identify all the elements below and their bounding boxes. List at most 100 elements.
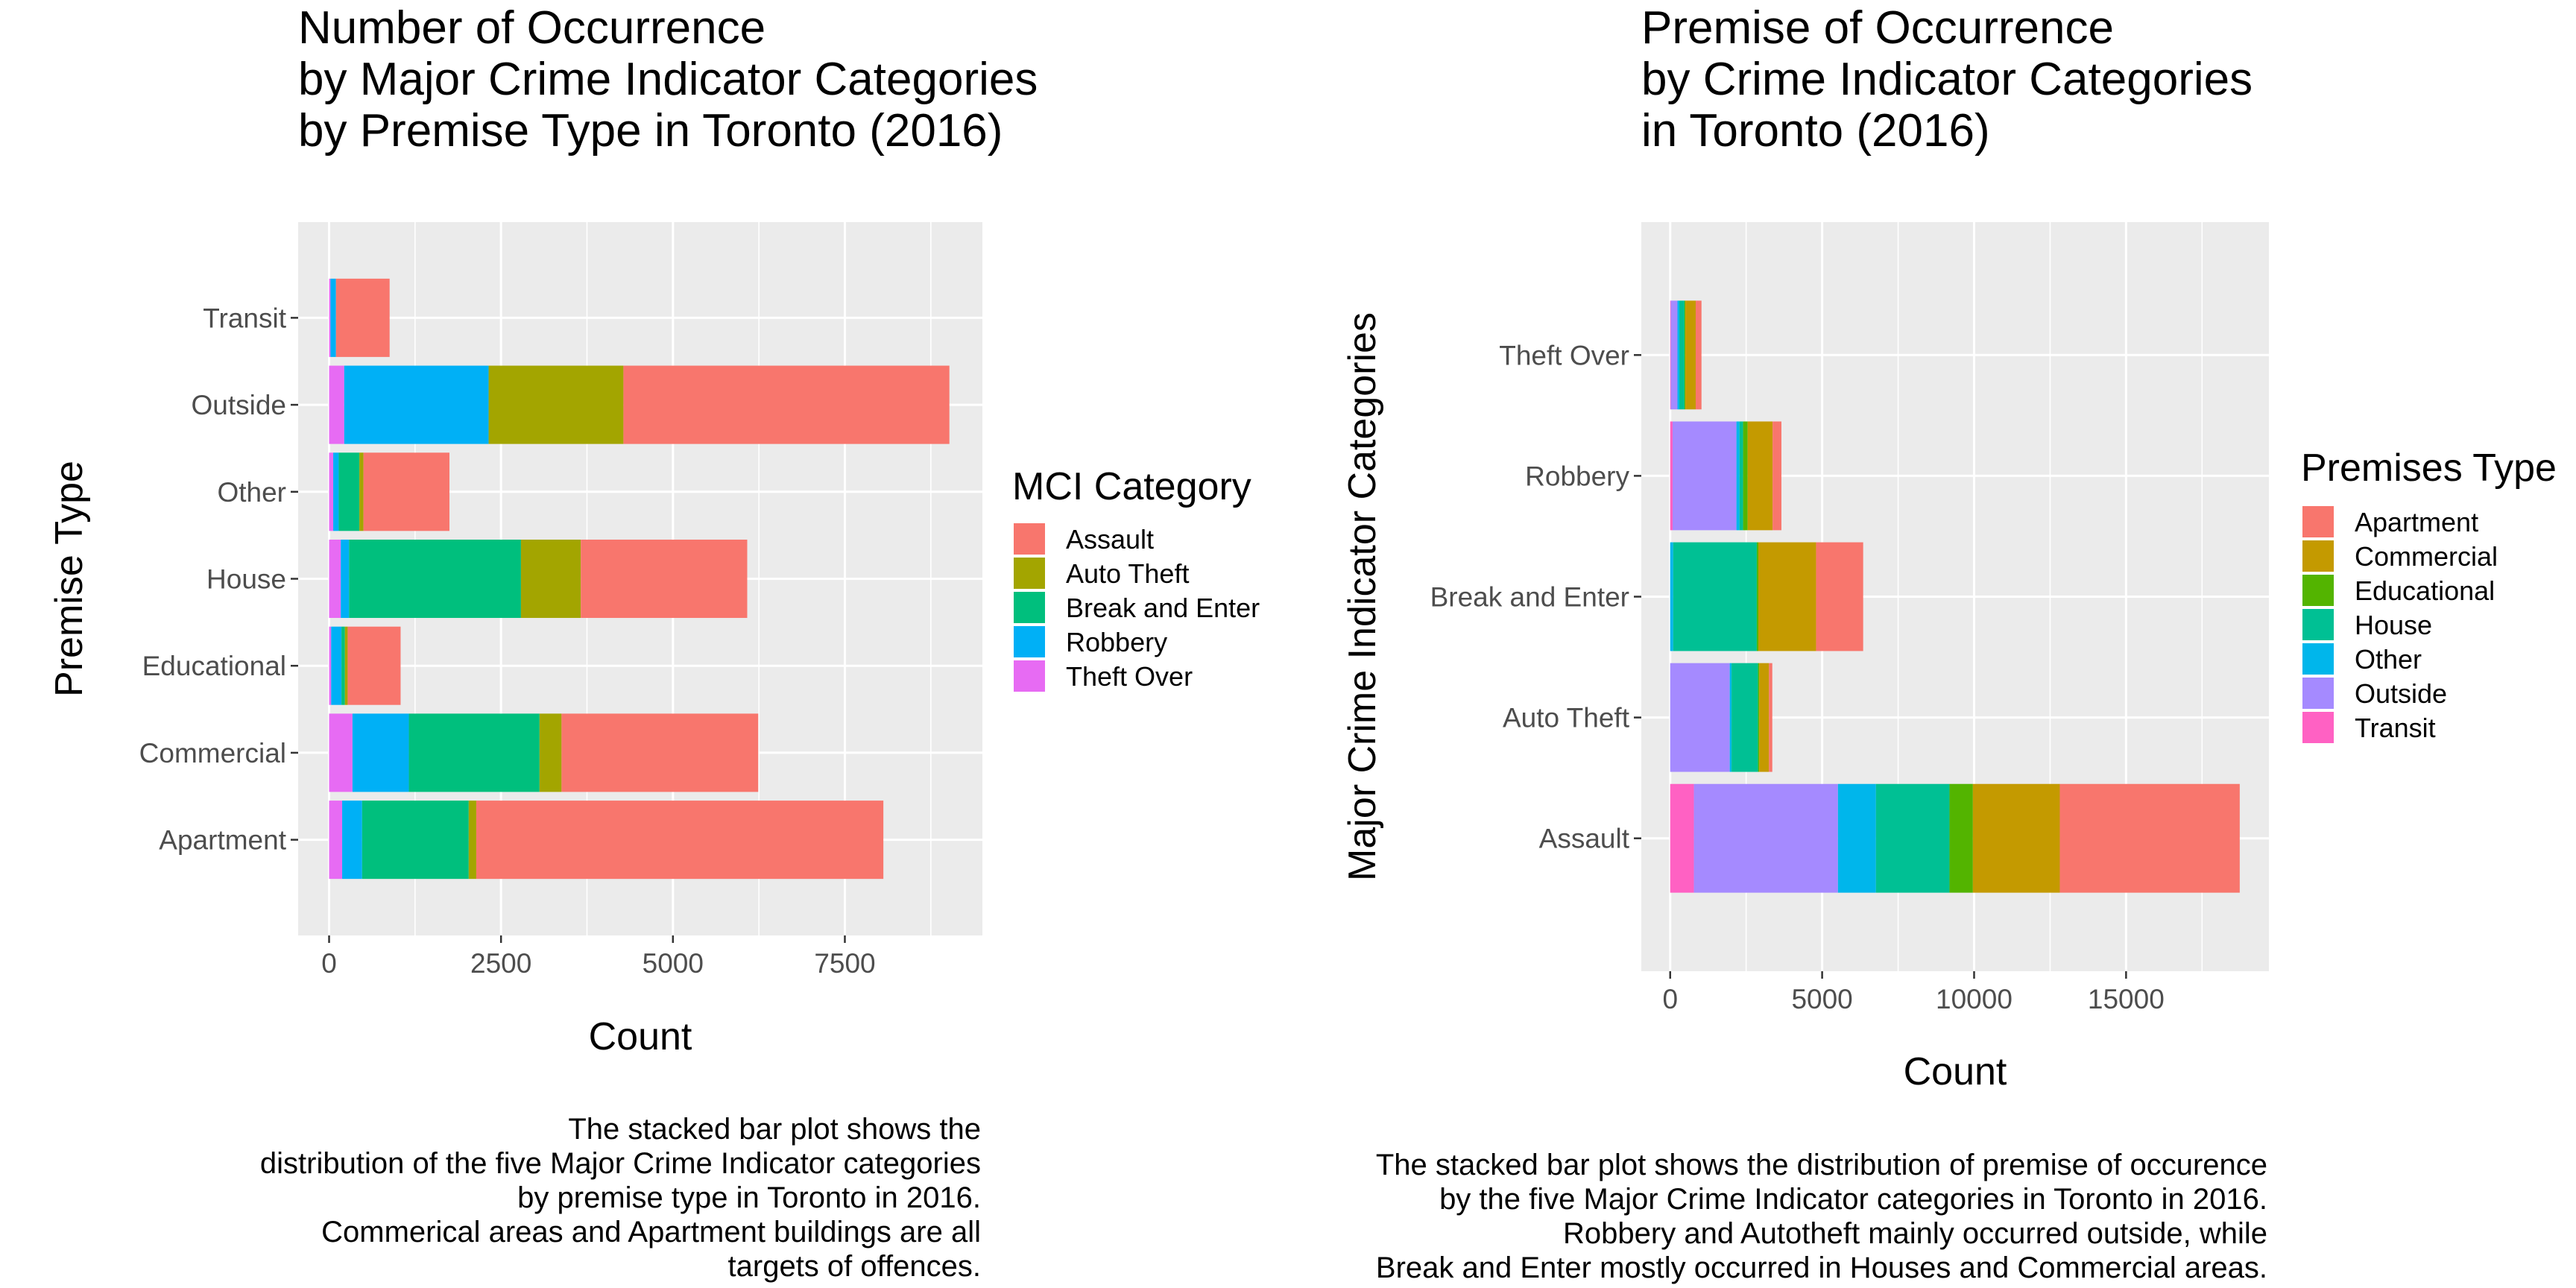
right-bar-assault-outside bbox=[1693, 783, 1838, 893]
right-chart-title-line: by Crime Indicator Categories bbox=[1641, 54, 2253, 105]
right-bar-robbery-commercial bbox=[1747, 421, 1773, 531]
right-bar-auto-theft-outside bbox=[1670, 663, 1730, 772]
right-bar-theft-over-apartment bbox=[1695, 300, 1702, 410]
left-bar-other-assault bbox=[363, 452, 449, 531]
left-bar-educational-theft-over bbox=[329, 626, 332, 705]
left-ytick-label: Apartment bbox=[159, 825, 286, 856]
right-legend-swatch-apartment bbox=[2302, 506, 2334, 537]
right-bar-assault-educational bbox=[1949, 783, 1973, 893]
left-legend-label: Robbery bbox=[1066, 627, 1167, 657]
right-bar-break-and-enter-house bbox=[1673, 542, 1757, 651]
right-legend-label: Transit bbox=[2355, 713, 2436, 743]
left-y-axis-title: Premise Type bbox=[48, 461, 91, 697]
right-bar-break-and-enter-commercial bbox=[1758, 542, 1816, 651]
right-caption-line: Robbery and Autotheft mainly occurred ou… bbox=[1563, 1217, 2267, 1250]
right-ytick-label: Robbery bbox=[1525, 461, 1629, 491]
right-bar-theft-over-commercial bbox=[1685, 300, 1696, 410]
left-bar-apartment-robbery bbox=[342, 801, 362, 880]
left-caption-line: Commerical areas and Apartment buildings… bbox=[321, 1216, 981, 1248]
left-bar-other-break-and-enter bbox=[338, 452, 360, 531]
left-legend-swatch-auto-theft bbox=[1014, 558, 1045, 589]
left-legend-label: Break and Enter bbox=[1066, 593, 1260, 623]
left-bar-commercial-robbery bbox=[352, 713, 409, 792]
left-bar-transit-theft-over bbox=[329, 278, 331, 357]
left-bar-commercial-theft-over bbox=[329, 713, 353, 792]
left-chart-title-line: Number of Occurrence bbox=[298, 2, 765, 54]
left-xtick-label: 5000 bbox=[643, 948, 704, 979]
right-chart-title-line: Premise of Occurrence bbox=[1641, 2, 2114, 54]
left-bar-educational-robbery bbox=[331, 626, 342, 705]
left-bar-apartment-auto-theft bbox=[468, 801, 476, 880]
left-legend-swatch-assault bbox=[1014, 523, 1045, 555]
right-legend-label: House bbox=[2355, 610, 2432, 640]
right-legend-swatch-educational bbox=[2302, 575, 2334, 606]
left-legend-label: Assault bbox=[1066, 524, 1154, 555]
right-bar-theft-over-transit bbox=[1670, 300, 1671, 410]
left-bar-transit-assault bbox=[335, 278, 390, 357]
left-ytick-label: Commercial bbox=[139, 738, 286, 768]
left-ytick-label: Other bbox=[217, 477, 286, 508]
right-legend-label: Other bbox=[2355, 644, 2422, 675]
left-caption-line: distribution of the five Major Crime Ind… bbox=[260, 1147, 981, 1180]
right-bar-break-and-enter-other bbox=[1670, 542, 1673, 651]
right-legend-label: Educational bbox=[2355, 575, 2495, 606]
right-y-axis-title: Major Crime Indicator Categories bbox=[1341, 312, 1384, 881]
left-legend-swatch-theft-over bbox=[1014, 660, 1045, 692]
right-bar-robbery-house bbox=[1739, 421, 1743, 531]
left-bar-educational-auto-theft bbox=[344, 626, 348, 705]
left-legend-swatch-break-and-enter bbox=[1014, 592, 1045, 623]
right-chart-title-line: in Toronto (2016) bbox=[1641, 105, 1990, 157]
left-caption-line: by premise type in Toronto in 2016. bbox=[517, 1181, 981, 1214]
left-xtick-label: 7500 bbox=[814, 948, 875, 979]
left-bar-other-auto-theft bbox=[359, 452, 364, 531]
left-bar-transit-robbery bbox=[330, 278, 336, 357]
right-xtick-label: 5000 bbox=[1791, 984, 1852, 1014]
left-xtick-label: 0 bbox=[321, 948, 337, 979]
left-legend-label: Theft Over bbox=[1066, 661, 1193, 692]
left-bar-commercial-break-and-enter bbox=[408, 713, 540, 792]
left-bar-outside-assault bbox=[623, 365, 950, 444]
right-xtick-label: 10000 bbox=[1936, 984, 2012, 1014]
left-bar-house-break-and-enter bbox=[349, 539, 521, 619]
right-bar-assault-transit bbox=[1670, 783, 1694, 893]
right-bar-assault-commercial bbox=[1972, 783, 2060, 893]
right-xtick-label: 15000 bbox=[2088, 984, 2165, 1014]
left-legend-swatch-robbery bbox=[1014, 626, 1045, 657]
right-bar-assault-other bbox=[1837, 783, 1876, 893]
left-chart-title-line: by Premise Type in Toronto (2016) bbox=[298, 105, 1003, 157]
right-bar-auto-theft-other bbox=[1729, 663, 1732, 772]
left-bar-educational-assault bbox=[347, 626, 401, 705]
right-bar-auto-theft-commercial bbox=[1759, 663, 1770, 772]
left-bar-apartment-assault bbox=[476, 801, 884, 880]
left-ytick-label: Educational bbox=[142, 651, 286, 681]
right-bar-break-and-enter-educational bbox=[1756, 542, 1758, 651]
left-bar-outside-robbery bbox=[344, 365, 489, 444]
right-bar-theft-over-other bbox=[1677, 300, 1679, 410]
right-legend-title: Premises Type bbox=[2301, 446, 2557, 490]
right-x-axis-title: Count bbox=[1904, 1050, 2007, 1093]
left-bar-outside-theft-over bbox=[329, 365, 344, 444]
right-legend-swatch-commercial bbox=[2302, 540, 2334, 572]
right-legend-label: Apartment bbox=[2355, 507, 2478, 537]
right-legend-label: Outside bbox=[2355, 678, 2447, 709]
right-bar-robbery-other bbox=[1736, 421, 1740, 531]
right-bar-auto-theft-educational bbox=[1758, 663, 1760, 772]
left-bar-other-robbery bbox=[333, 452, 339, 531]
right-bar-assault-apartment bbox=[2059, 783, 2240, 893]
right-legend-swatch-transit bbox=[2302, 712, 2334, 743]
right-bar-robbery-apartment bbox=[1772, 421, 1781, 531]
right-bar-robbery-educational bbox=[1743, 421, 1748, 531]
right-bar-robbery-outside bbox=[1672, 421, 1737, 531]
left-x-axis-title: Count bbox=[589, 1015, 692, 1058]
left-bar-house-auto-theft bbox=[520, 539, 581, 619]
right-legend-swatch-house bbox=[2302, 609, 2334, 640]
right-bar-robbery-transit bbox=[1670, 421, 1673, 531]
left-bar-commercial-assault bbox=[561, 713, 759, 792]
right-bar-break-and-enter-apartment bbox=[1816, 542, 1863, 651]
right-caption-line: by the five Major Crime Indicator catego… bbox=[1439, 1183, 2267, 1216]
left-legend-label: Auto Theft bbox=[1066, 558, 1189, 589]
right-bar-auto-theft-house bbox=[1731, 663, 1758, 772]
